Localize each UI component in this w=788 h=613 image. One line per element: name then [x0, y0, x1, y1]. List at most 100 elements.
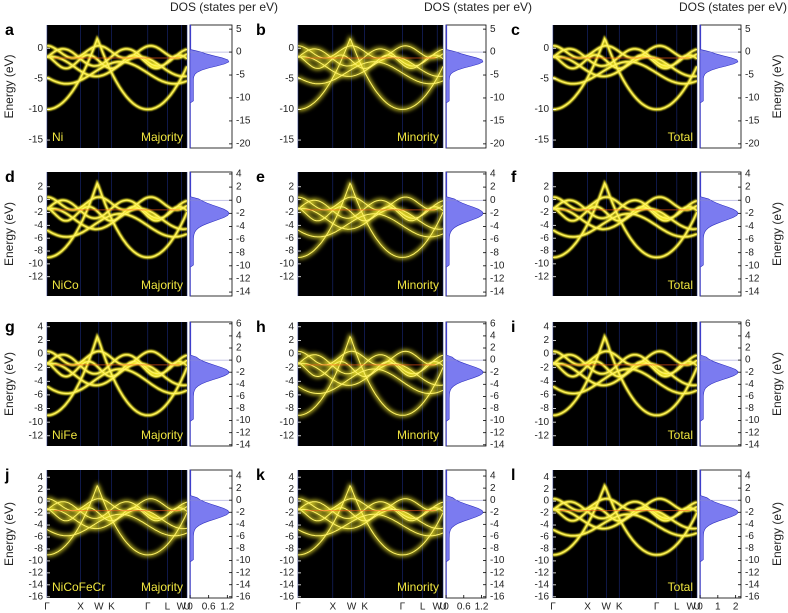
dos-curve — [699, 321, 739, 447]
y2-tick-label: -4 — [236, 379, 245, 390]
dos-panel — [699, 171, 742, 297]
y-tick-label: -10 — [29, 417, 44, 428]
y2-tick-label: -10 — [745, 260, 760, 271]
spin-label: Total — [668, 580, 693, 594]
spin-label: Total — [668, 428, 693, 442]
y2-tick-label: -10 — [236, 93, 251, 104]
y-tick-label: -8 — [285, 246, 294, 257]
dos-curve — [189, 469, 230, 599]
band — [298, 206, 443, 222]
y2-tick-label: 0 — [490, 47, 496, 58]
y2-tick-label: -14 — [745, 287, 760, 298]
y2-tick-label: -8 — [236, 543, 245, 554]
y-tick-label: 0 — [37, 43, 43, 54]
band — [298, 56, 443, 77]
y-tick-label: -6 — [540, 233, 549, 244]
spin-label: Minority — [397, 278, 439, 292]
y2-tick-label: 6 — [490, 318, 496, 329]
dos-curve — [699, 171, 739, 297]
y-tick-label: -10 — [535, 556, 550, 567]
y-tick-label: -12 — [280, 271, 295, 282]
x-tick-label: X — [584, 602, 591, 613]
y-tick-label: -10 — [29, 259, 44, 270]
y2-tick-label: -6 — [490, 391, 499, 402]
y-tick-label: -6 — [34, 233, 43, 244]
band — [47, 513, 187, 537]
y-tick-label: -5 — [285, 73, 294, 84]
y-tick-label: 4 — [288, 472, 294, 483]
dos-x-tick-label: 1.2 — [475, 602, 489, 613]
y2-tick-label: 2 — [236, 182, 242, 193]
x-tick-label: K — [616, 602, 623, 613]
y2-tick-label: 0 — [490, 495, 496, 506]
y-tick-label: -4 — [285, 220, 294, 231]
y2-tick-label: -20 — [490, 139, 505, 150]
band — [47, 484, 187, 556]
spin-label: Majority — [141, 428, 183, 442]
dos-panel — [189, 171, 233, 297]
y2-tick-label: -6 — [490, 234, 499, 245]
y-tick-label: -5 — [540, 73, 549, 84]
y-axis-label: Energy (eV) — [2, 502, 16, 566]
y-tick-label: -8 — [285, 544, 294, 555]
y-tick-label: -6 — [285, 532, 294, 543]
y2-tick-label: -4 — [490, 519, 499, 530]
y-tick-label: -6 — [285, 233, 294, 244]
y2-tick-label: -2 — [745, 367, 754, 378]
band — [553, 56, 697, 77]
band — [298, 513, 443, 537]
dos-panel — [445, 469, 487, 599]
y2-tick-label: 0 — [490, 195, 496, 206]
x-tick-label: X — [329, 602, 336, 613]
panel-letter: b — [256, 22, 266, 39]
y-tick-label: -14 — [280, 579, 295, 590]
y-tick-label: -8 — [540, 246, 549, 257]
spin-label: Minority — [397, 580, 439, 594]
y-tick-label: 2 — [288, 181, 294, 192]
x-tick-label: U — [183, 602, 190, 613]
band — [298, 54, 443, 69]
y2-tick-label: 4 — [490, 471, 496, 482]
y2-tick-label: 6 — [745, 318, 751, 329]
y-tick-label: -8 — [34, 403, 43, 414]
panel-letter: j — [4, 467, 9, 484]
dos-panel — [189, 469, 233, 599]
x-tick-label: Γ — [295, 602, 301, 613]
y-tick-label: -2 — [34, 362, 43, 373]
x-tick-label: Γ — [550, 602, 556, 613]
y-tick-label: -10 — [280, 417, 295, 428]
band-panel — [553, 25, 697, 148]
y2-tick-label: -12 — [236, 567, 251, 578]
y2-tick-label: -12 — [490, 427, 505, 438]
y-tick-label: 0 — [543, 496, 549, 507]
y-tick-label: 0 — [543, 194, 549, 205]
x-tick-label: U — [693, 602, 700, 613]
y-tick-label: -12 — [280, 430, 295, 441]
y2-tick-label: -10 — [490, 415, 505, 426]
bands-sharp — [298, 335, 443, 416]
y-tick-label: -4 — [285, 376, 294, 387]
bands-sharp — [553, 335, 697, 416]
band — [298, 61, 443, 85]
y-tick-label: -2 — [540, 207, 549, 218]
y2-tick-label: -4 — [745, 519, 754, 530]
y-tick-label: -2 — [285, 508, 294, 519]
y-tick-label: -10 — [535, 417, 550, 428]
y2-tick-label: 4 — [745, 471, 751, 482]
y2-tick-label: -2 — [490, 507, 499, 518]
y2-tick-label: -2 — [745, 208, 754, 219]
dos-curve — [189, 24, 230, 149]
band — [298, 484, 443, 556]
band — [553, 208, 697, 230]
band — [47, 206, 187, 222]
band — [47, 509, 187, 530]
band — [553, 507, 697, 522]
y2-tick-label: -14 — [490, 287, 505, 298]
y-tick-label: 2 — [543, 484, 549, 495]
y2-axis-label: Energy (eV) — [770, 202, 784, 266]
dos-title: DOS (states per eV) — [170, 0, 278, 14]
panel-letter: d — [5, 169, 15, 186]
band — [553, 360, 697, 378]
panel-letter: i — [511, 319, 515, 336]
y-tick-label: -15 — [535, 135, 550, 146]
